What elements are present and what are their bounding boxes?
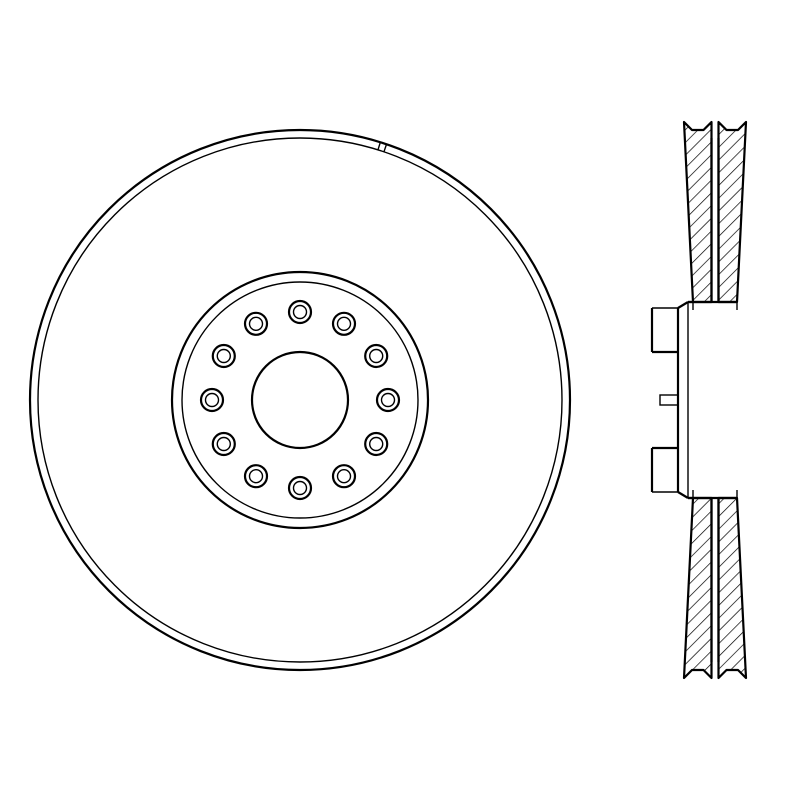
brake-rotor-drawing — [0, 0, 800, 800]
bolt-hole — [365, 345, 387, 367]
bolt-hole — [365, 433, 387, 455]
bolt-hole — [333, 313, 355, 335]
bolt-hole — [201, 389, 223, 411]
bolt-hole — [213, 433, 235, 455]
bolt-hole — [245, 465, 267, 487]
bolt-hole — [289, 301, 311, 323]
bolt-hole — [245, 313, 267, 335]
rotor-plate — [684, 498, 712, 678]
bolt-hole — [377, 389, 399, 411]
bolt-hole — [289, 477, 311, 499]
front-view — [30, 130, 570, 670]
bolt-hole — [213, 345, 235, 367]
rotor-plate — [719, 122, 747, 302]
bolt-hole — [333, 465, 355, 487]
rotor-plate — [719, 498, 747, 678]
rotor-plate — [684, 122, 712, 302]
side-section-view — [652, 122, 746, 678]
